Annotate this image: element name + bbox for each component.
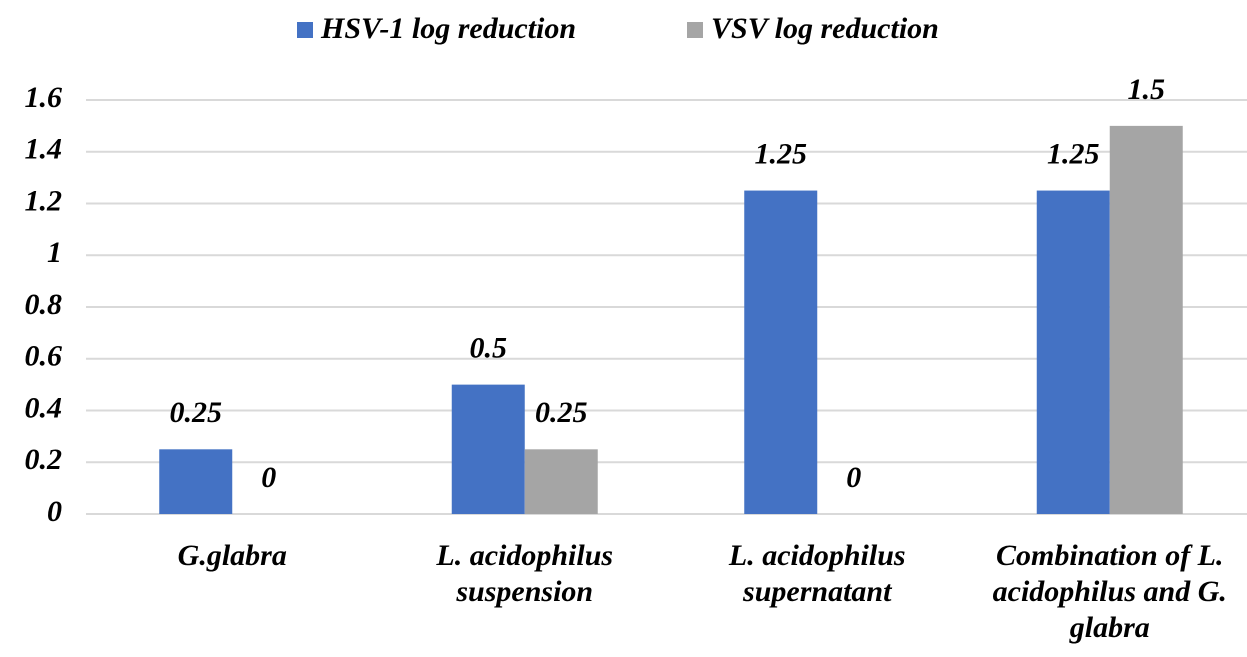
bar [1109,125,1183,514]
data-label: 0 [261,461,276,494]
legend-label: HSV-1 log reduction [320,12,576,45]
x-tick-label: L. acidophilus supernatant [728,539,906,608]
data-label: 0 [846,461,861,494]
y-tick-label: 0.2 [25,443,63,476]
y-tick-label: 1.2 [25,184,63,217]
y-tick-label: 1.6 [25,81,63,114]
legend-swatch [297,22,313,38]
legend-swatch [687,22,703,38]
legend-label: VSV log reduction [711,12,939,45]
y-tick-label: 0.4 [25,391,63,424]
data-label: 0.25 [170,396,223,429]
x-tick-label: G.glabra [177,539,287,572]
bar [1036,190,1110,514]
bar [524,449,598,514]
data-label: 1.25 [755,137,808,170]
bar [744,190,818,514]
y-tick-label: 0 [47,495,62,528]
y-tick-label: 1 [47,236,62,269]
data-label: 0.5 [470,332,508,365]
bar [159,449,233,514]
y-tick-label: 1.4 [25,133,63,166]
y-tick-label: 0.6 [25,340,63,373]
data-label: 1.5 [1128,73,1166,106]
data-label: 0.25 [535,396,588,429]
y-tick-label: 0.8 [25,288,63,321]
data-label: 1.25 [1047,137,1100,170]
bar [451,384,525,514]
x-tick-label: Combination of L. acidophilus and G. gla… [992,539,1227,644]
x-tick-label: L. acidophilus suspension [436,539,614,608]
